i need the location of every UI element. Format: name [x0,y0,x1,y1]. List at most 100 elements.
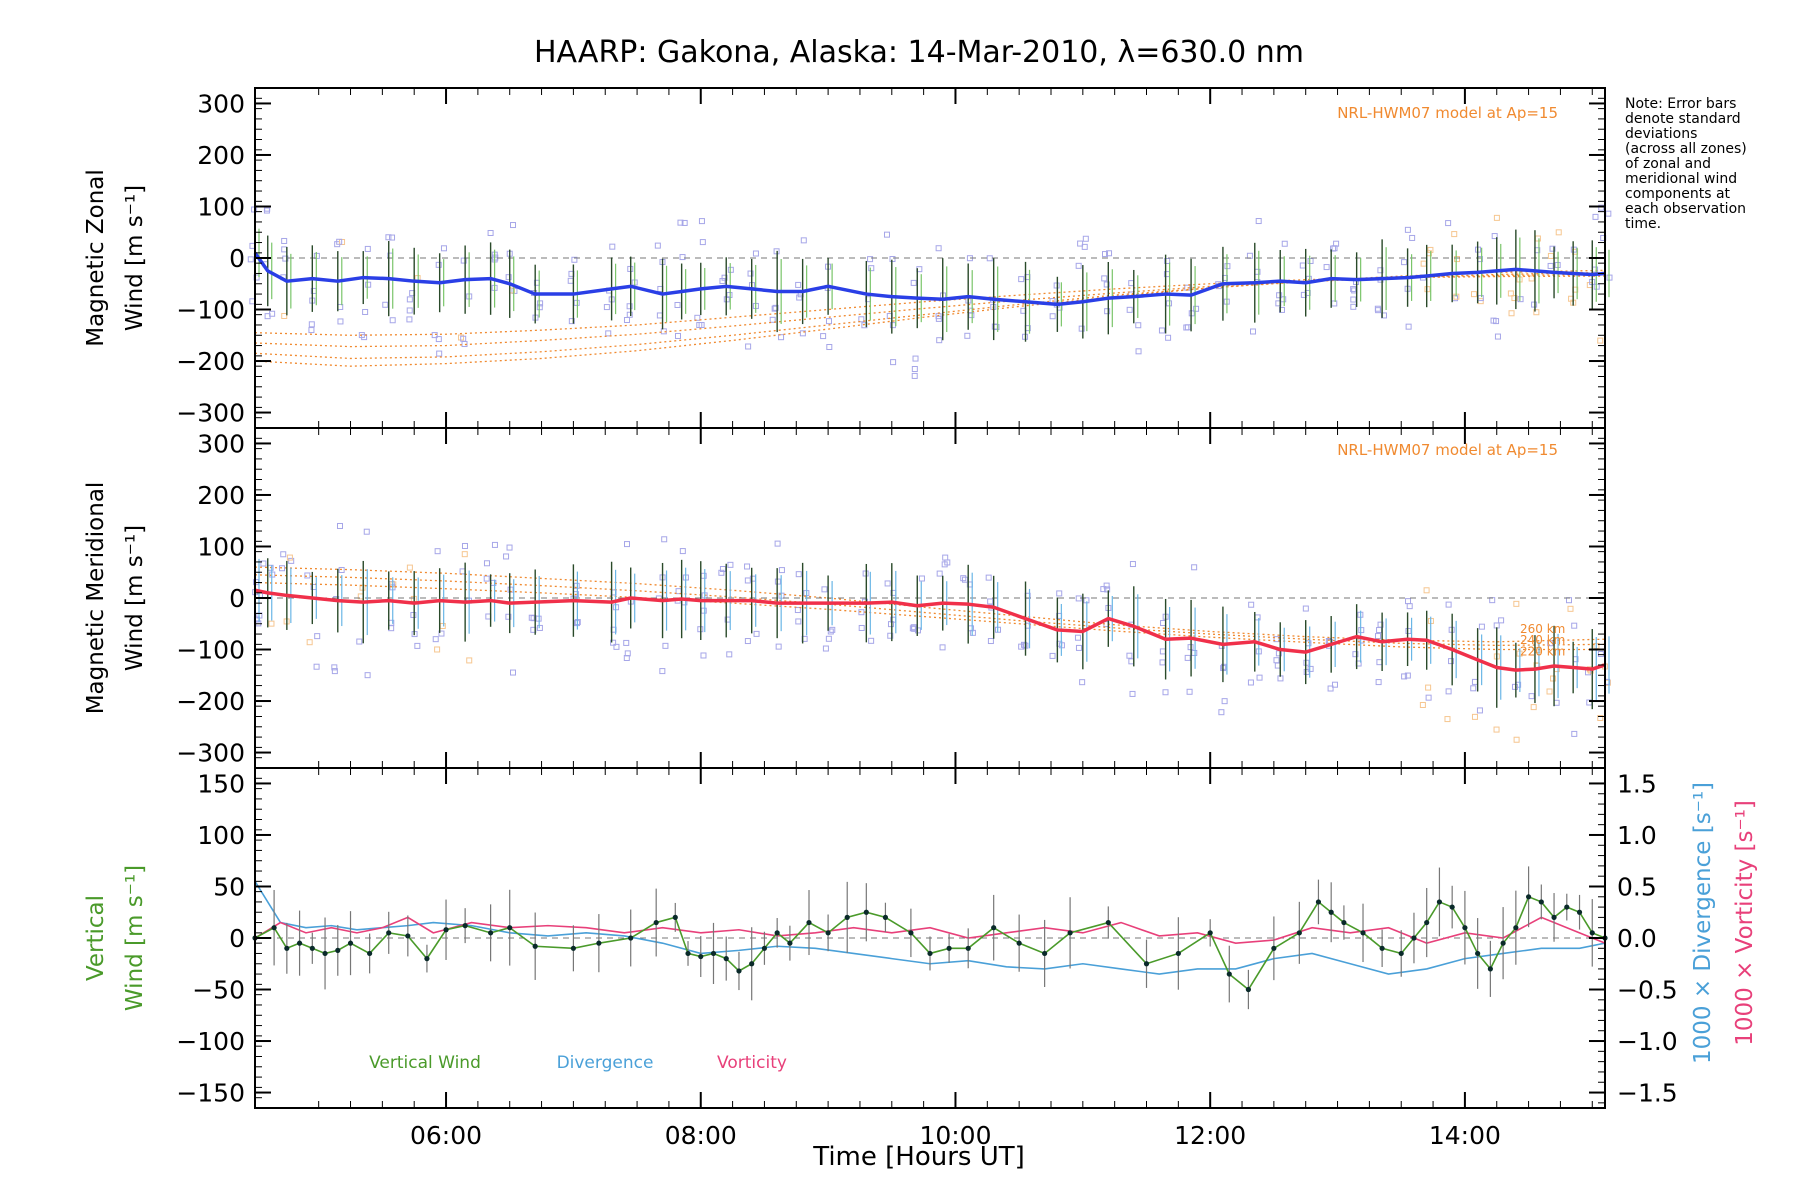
scatter-point [679,254,686,261]
scatter-point [483,560,490,567]
vertical-wind-series [252,866,1608,1010]
scatter-point [1276,292,1283,299]
scatter-point [1547,262,1554,269]
y-tick-label: −300 [176,739,245,768]
scatter-point [1471,713,1478,720]
scatter-point [1376,659,1383,666]
vertical-wind-point [787,940,793,946]
scatter-point [281,246,288,253]
scatter-point [1330,245,1337,252]
scatter-point [1498,617,1505,624]
scatter-point [459,568,466,575]
scatter-point [362,308,369,315]
scatter-point [1470,291,1477,298]
scatter-point [1375,679,1382,686]
scatter-point [1476,707,1483,714]
scatter-point [1445,601,1452,608]
scatter-point [1078,325,1085,332]
y-tick-label: 100 [197,532,245,561]
scatter-point [1405,628,1412,635]
scatter-point [964,332,971,339]
scatter-point [491,541,498,548]
vertical-wind-point [863,909,869,915]
vertical-wind-point [774,930,780,936]
scatter-point [1605,210,1612,217]
x-tick-label: 08:00 [665,1121,737,1150]
scatter-point [1423,587,1430,594]
scatter-point [1448,658,1455,665]
scatter-point [610,639,617,646]
vertical-wind-point [653,919,659,926]
scatter-point [858,316,865,323]
scatter-point [889,256,896,263]
scatter-point [939,644,946,651]
scatter-point [912,355,919,362]
scatter-point [280,551,287,558]
vertical-wind-point [1513,925,1519,931]
scatter-point [1250,328,1257,335]
vertical-wind-point [347,940,354,946]
vertical-wind-point [1424,919,1430,926]
scatter-point [389,317,396,324]
vertical-wind-point [1067,930,1073,936]
y-tick-label: 100 [197,192,245,221]
scatter-point [247,256,254,263]
vertical-wind-point [1341,919,1347,926]
vertical-wind-point [424,956,430,962]
meridional-wind-line [254,588,1606,672]
scatter-point [1547,640,1554,647]
altitude-label: 240 km [1520,633,1565,647]
scatter-point [772,304,779,311]
zonal-ylabel-line1: Magnetic Zonal [83,169,109,347]
scatter-point [726,292,733,299]
scatter-point [1508,310,1515,317]
scatter-point [263,207,270,214]
scatter-point [935,315,942,322]
y-tick-label: 200 [197,481,245,510]
scatter-point [1323,264,1330,271]
y-tick-label: −100 [176,1027,245,1056]
vertical-wind-point [685,950,691,957]
scatter-point [1281,240,1288,247]
scatter-point [1555,229,1562,236]
scatter-point [1307,257,1314,264]
model-curve [254,273,1606,348]
y-tick-label: −200 [176,687,245,716]
scatter-point [626,303,633,310]
scatter-point [440,245,447,252]
scatter-point [1494,333,1501,340]
vertical-wind-point [1360,930,1366,936]
scatter-point [623,541,630,548]
scatter-point [361,334,368,341]
scatter-point [364,672,371,679]
scatter-point [726,651,733,658]
chart-title: HAARP: Gakona, Alaska: 14-Mar-2010, λ=63… [534,35,1304,70]
scatter-point [1597,715,1604,722]
vertical-wind-point [1487,966,1493,972]
scatter-point [1100,586,1107,593]
scatter-point [1490,317,1497,324]
scatter-point [1077,240,1084,247]
scatter-point [681,219,688,226]
vertical-wind-point [628,935,634,941]
scatter-point [306,639,313,646]
y2-tick-label: 0.5 [1617,872,1657,901]
scatter-point [825,318,832,325]
scatter-point [675,588,682,595]
vertical-wind-point [710,950,717,957]
x-tick-label: 10:00 [919,1121,991,1150]
scatter-point [909,625,916,632]
scatter-point [744,638,751,645]
scatter-point [1164,257,1171,264]
scatter-point [1158,327,1165,334]
scatter-point [1126,306,1133,313]
x-tick-label: 14:00 [1429,1121,1501,1150]
scatter-point [331,664,338,671]
vertical-wind-point [927,950,933,957]
scatter-point [567,277,574,284]
note-line: components at [1625,186,1731,202]
scatter-point [942,554,949,561]
scatter-point [1079,679,1086,686]
note-line: Note: Error bars [1625,96,1736,112]
y-tick-label: 0 [229,584,245,613]
